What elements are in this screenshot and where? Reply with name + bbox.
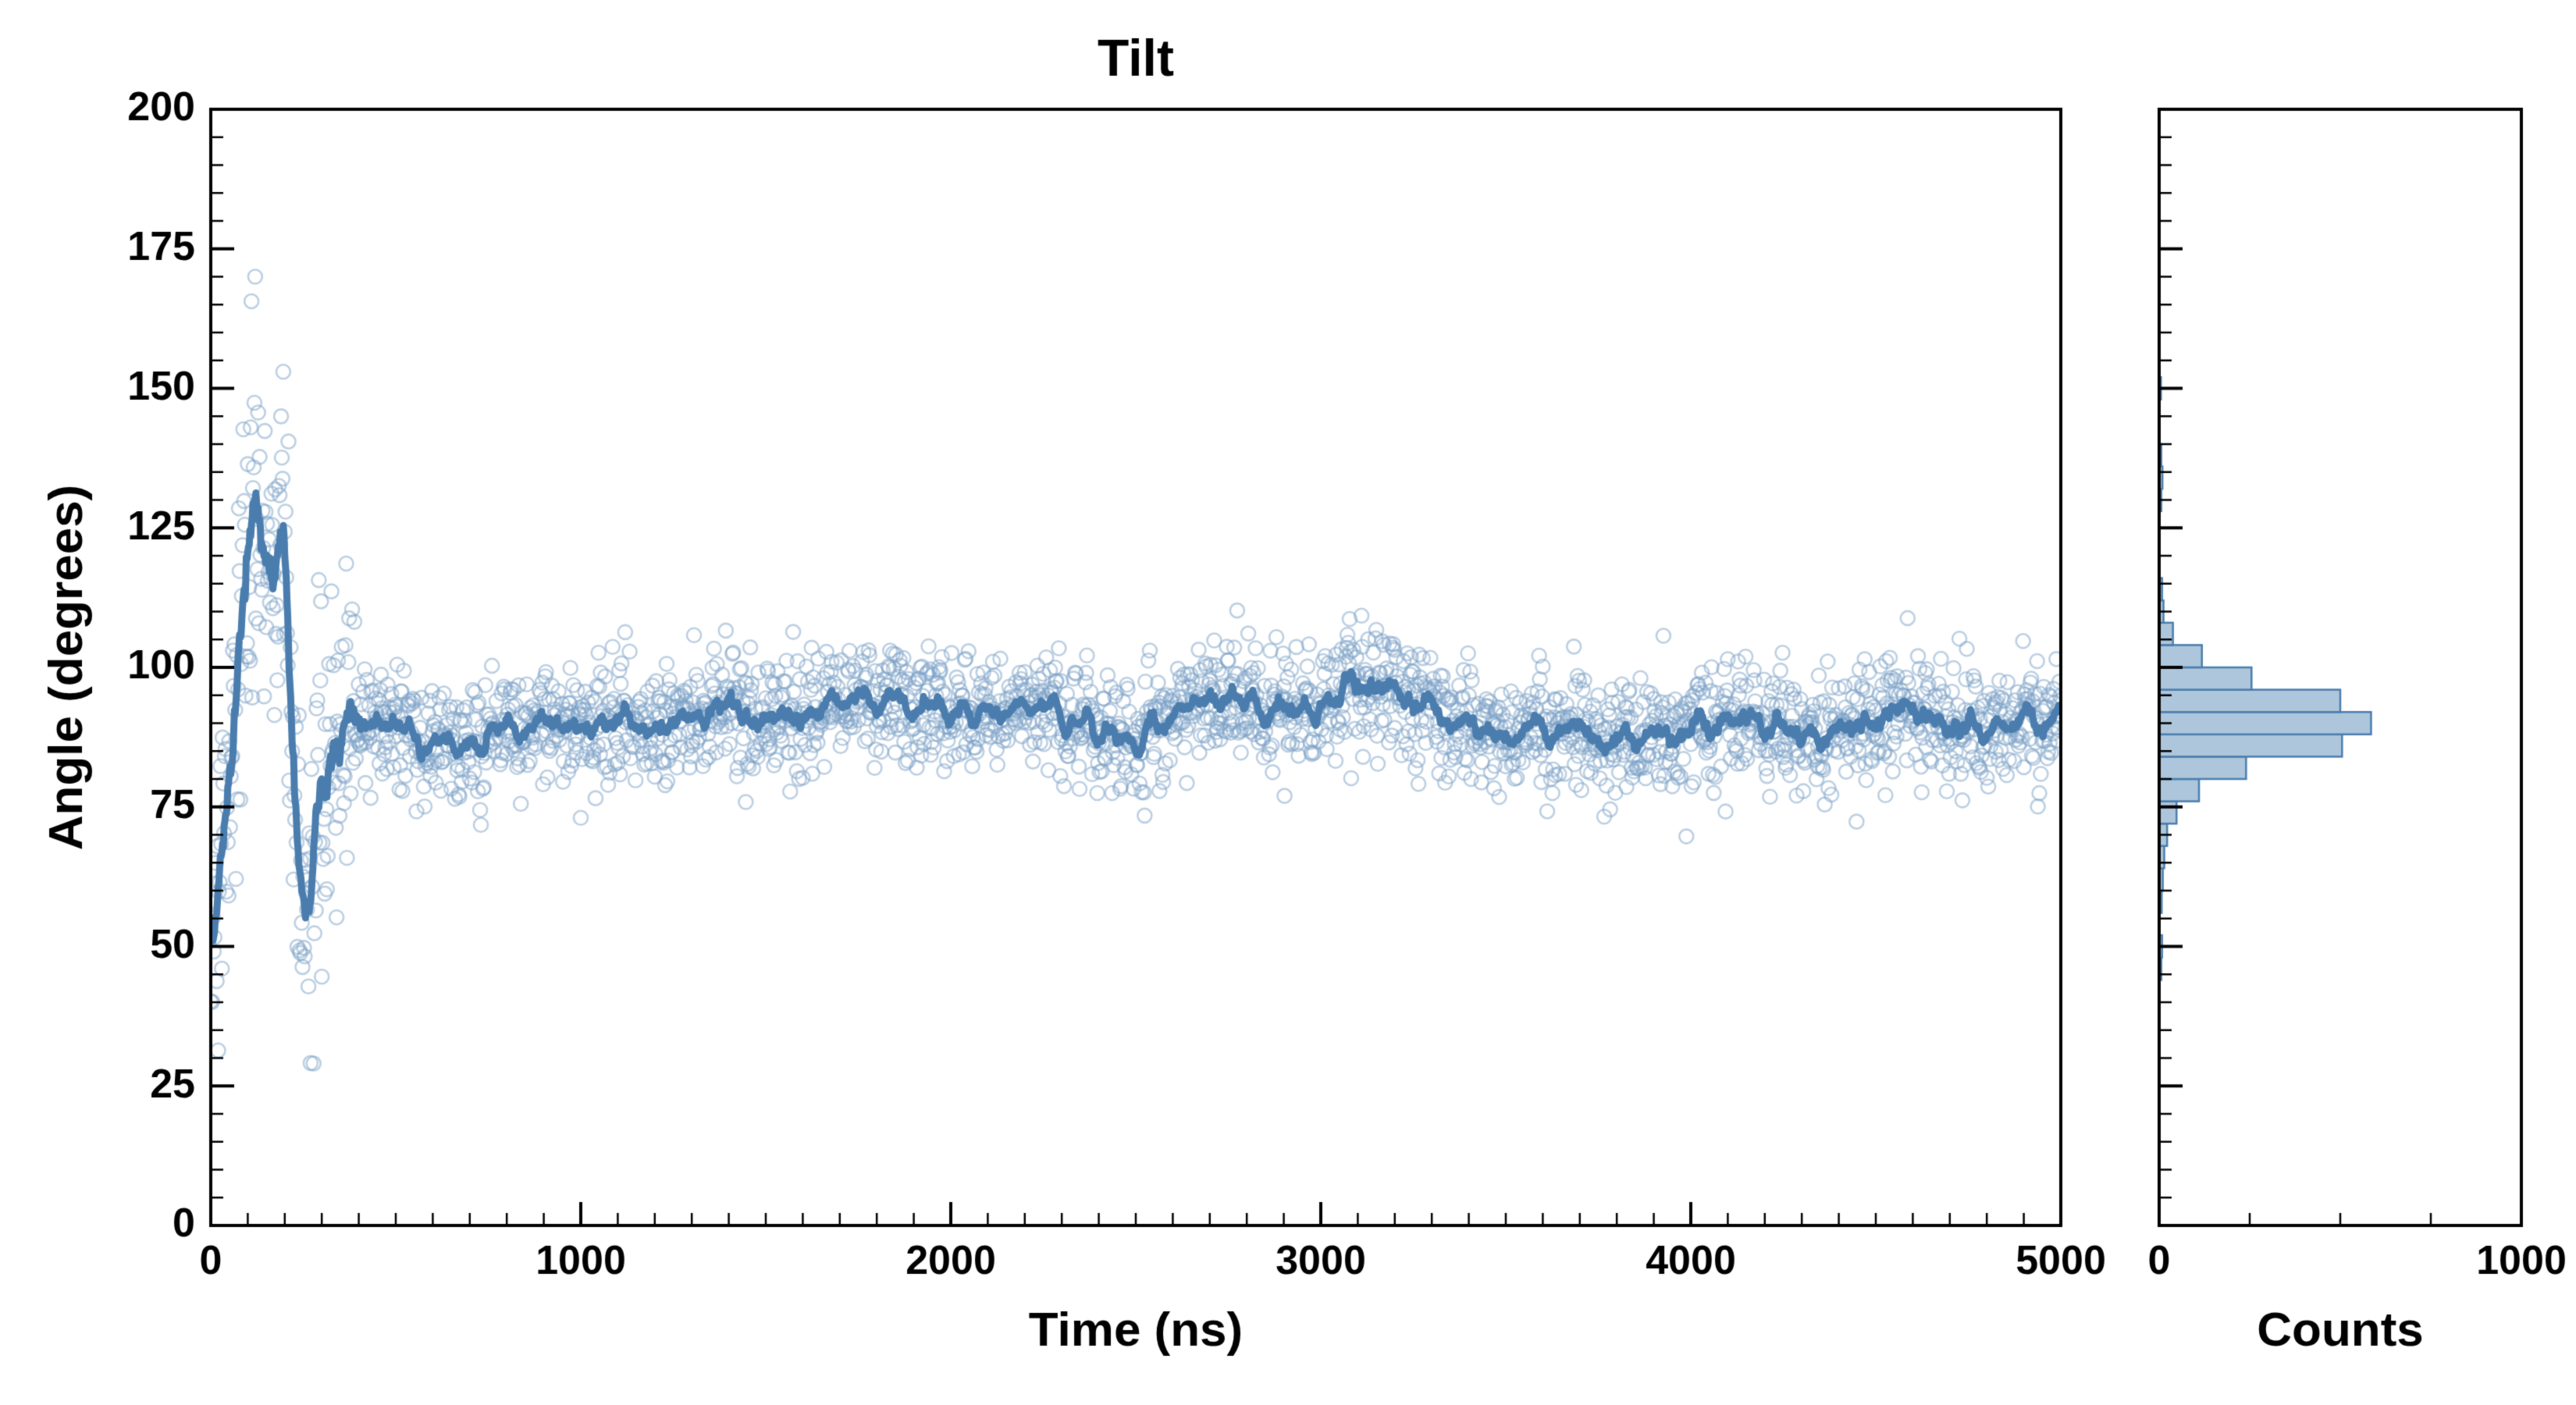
tilt-chart-canvas [0,0,2576,1405]
figure: Tilt [0,0,2576,1405]
